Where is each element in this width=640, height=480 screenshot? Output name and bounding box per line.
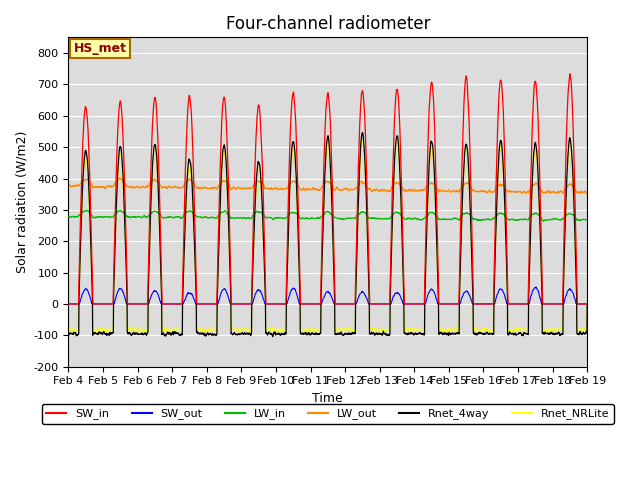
Y-axis label: Solar radiation (W/m2): Solar radiation (W/m2): [15, 131, 28, 273]
Legend: SW_in, SW_out, LW_in, LW_out, Rnet_4way, Rnet_NRLite: SW_in, SW_out, LW_in, LW_out, Rnet_4way,…: [42, 404, 614, 424]
Text: HS_met: HS_met: [74, 42, 127, 55]
X-axis label: Time: Time: [312, 392, 343, 405]
Title: Four-channel radiometer: Four-channel radiometer: [225, 15, 430, 33]
